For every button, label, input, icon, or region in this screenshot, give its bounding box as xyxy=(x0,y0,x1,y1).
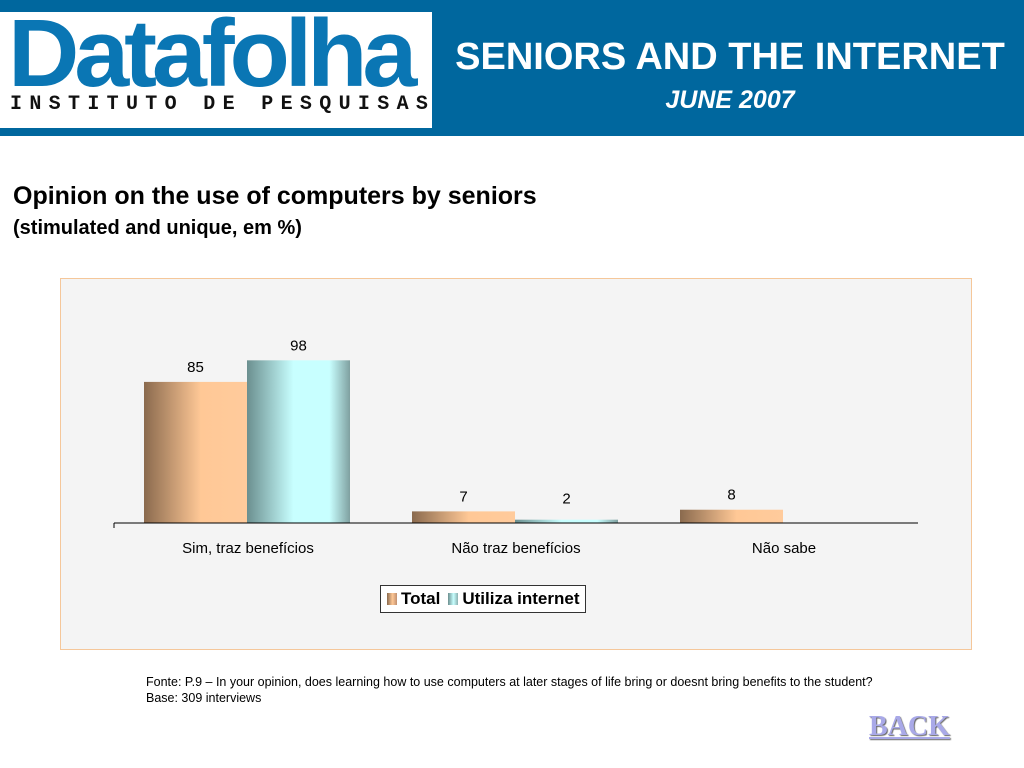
bar-internet-0 xyxy=(247,360,350,523)
chart-legend: Total Utiliza internet xyxy=(380,585,587,613)
legend-item-internet: Utiliza internet xyxy=(448,589,579,609)
legend-swatch-total xyxy=(387,593,397,605)
bar-internet-1 xyxy=(515,519,618,523)
legend-item-total: Total xyxy=(387,589,440,609)
chart-heading: Opinion on the use of computers by senio… xyxy=(13,182,537,210)
data-label-total-0: 85 xyxy=(187,359,204,376)
legend-swatch-internet xyxy=(448,593,459,605)
back-link[interactable]: BACK xyxy=(869,711,950,742)
bar-chart: 85 98 Sim, traz benefícios 7 2 Não traz benef… xyxy=(113,337,918,557)
legend-label-internet: Utiliza internet xyxy=(462,589,580,608)
bar-total-0 xyxy=(144,381,247,523)
data-label-internet-0: 98 xyxy=(290,337,307,354)
category-label-1: Não traz benefícios xyxy=(451,540,580,557)
footnote: Fonte: P.9 – In your opinion, does learn… xyxy=(146,674,873,706)
data-label-total-2: 8 xyxy=(727,487,735,504)
data-label-total-1: 7 xyxy=(459,488,467,505)
page-subtitle: JUNE 2007 xyxy=(665,86,795,114)
category-label-0: Sim, traz benefícios xyxy=(182,540,314,557)
bar-total-2 xyxy=(680,509,783,523)
data-label-internet-1: 2 xyxy=(562,491,570,508)
footnote-source: Fonte: P.9 – In your opinion, does learn… xyxy=(146,675,873,689)
footnote-base: Base: 309 interviews xyxy=(146,691,262,705)
category-label-2: Não sabe xyxy=(752,540,816,557)
legend-label-total: Total xyxy=(401,589,441,608)
logo-wordmark: Datafolha xyxy=(8,0,417,107)
page-title: SENIORS AND THE INTERNET xyxy=(455,36,1005,78)
chart-subheading: (stimulated and unique, em %) xyxy=(13,217,302,239)
bar-total-1 xyxy=(412,511,515,523)
